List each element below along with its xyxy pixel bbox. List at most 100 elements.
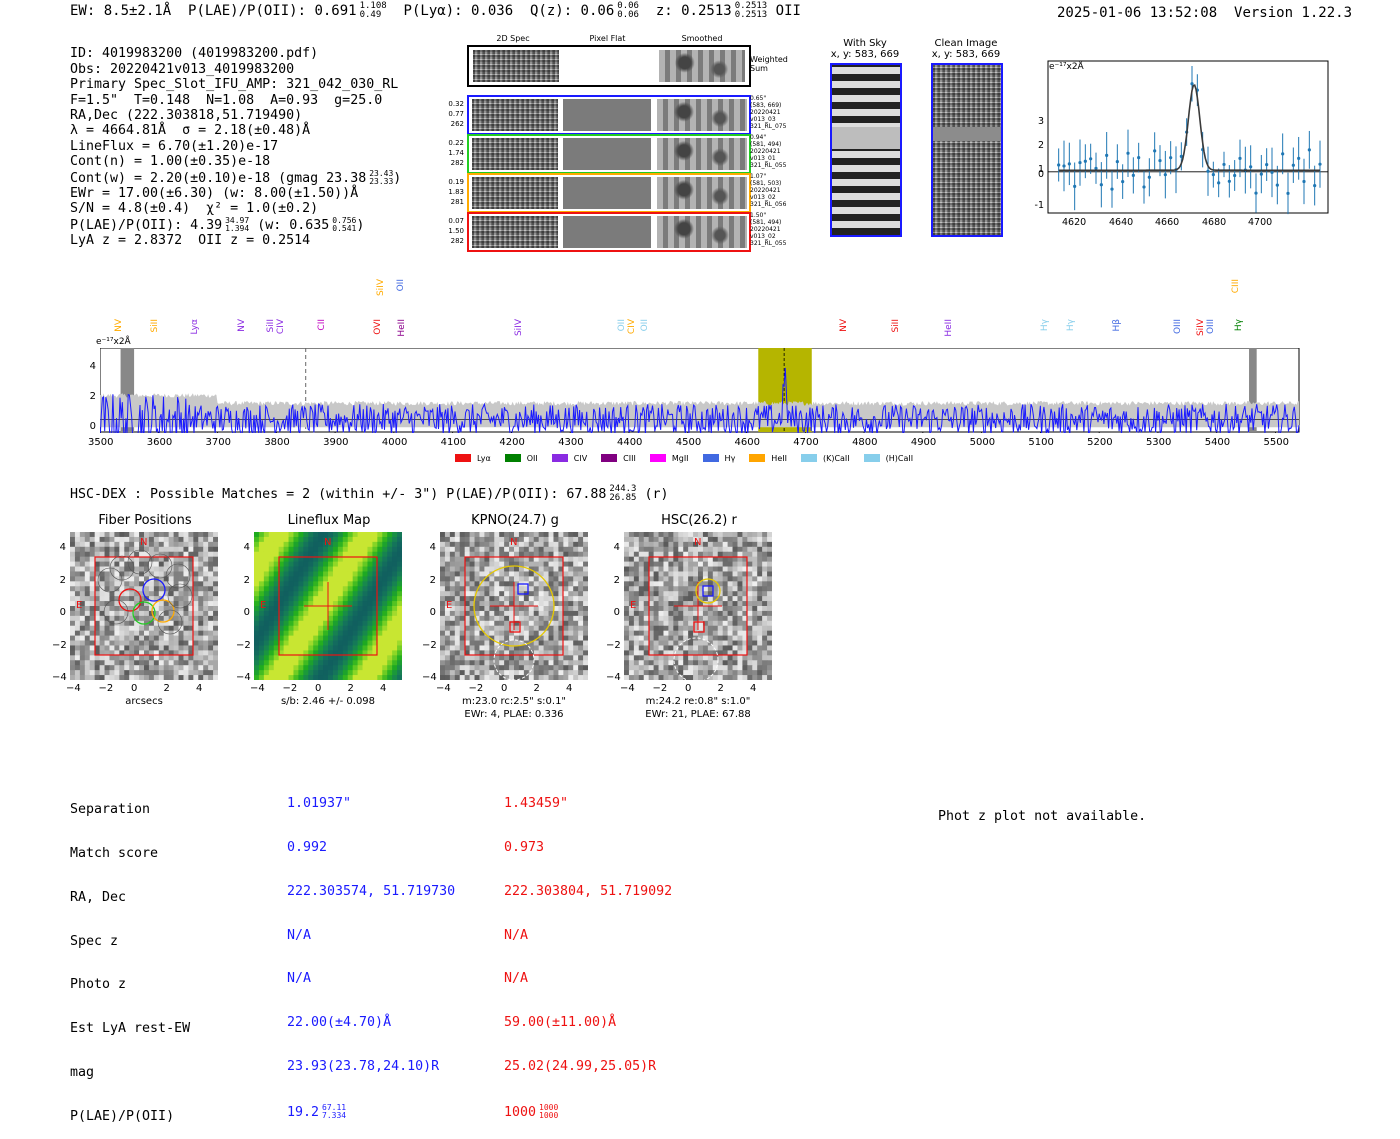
panel-pixel [638, 546, 645, 553]
panel-pixel [563, 576, 569, 582]
line-marker-label: NV [114, 319, 124, 332]
panel-pixel [79, 551, 86, 558]
panel-pixel [474, 536, 480, 543]
panel-pixel [543, 591, 550, 597]
panel-pixel [653, 625, 660, 632]
panel-pixel [109, 591, 115, 597]
panel-pixel [737, 625, 743, 632]
panel-pixel [727, 532, 734, 538]
panel-pixel [583, 665, 588, 671]
panel-pixel [303, 665, 309, 671]
panel-pixel [633, 665, 640, 671]
row-smooth [657, 216, 747, 248]
panel-pixel [673, 571, 679, 577]
panel-pixel [732, 620, 738, 627]
panel-pixel [213, 586, 218, 592]
panel-pixel [377, 606, 383, 612]
panel-pixel [479, 606, 485, 612]
panel-pixel [484, 591, 490, 597]
panel-pixel [479, 571, 485, 577]
row-c: 282 [450, 159, 464, 167]
panel-pixel [89, 546, 96, 553]
panel-pixel [633, 606, 640, 612]
panel-pixel [449, 625, 456, 632]
panel-pixel [454, 645, 461, 651]
spec-xtick: 3900 [323, 437, 349, 448]
panel-pixel [397, 571, 402, 577]
panel-pixel [583, 645, 588, 651]
panel-pixel [387, 670, 393, 676]
panel-pixel [444, 551, 451, 558]
panel-pixel [387, 576, 393, 582]
panel-pixel [114, 601, 120, 607]
panel-pixel [658, 556, 664, 563]
panel-pixel [459, 551, 466, 558]
panel-pixel [203, 576, 209, 582]
panel-pixel [94, 635, 101, 642]
panel-pixel [737, 670, 743, 676]
row-smooth [657, 99, 747, 131]
panel-pixel [573, 635, 579, 642]
panel-pixel [109, 630, 115, 637]
panel-pixel [288, 591, 294, 597]
panel-pixel [528, 586, 535, 592]
panel-pixel [148, 670, 155, 676]
panel-pixel [440, 620, 446, 627]
panel-pixel [119, 566, 125, 572]
panel-pixel [70, 650, 76, 656]
panel-pixel [509, 541, 515, 548]
panel-pixel [474, 625, 480, 632]
panel-pixel [258, 581, 265, 587]
panel-pixel [558, 532, 564, 538]
zoom-point [1270, 170, 1274, 174]
panel-pixel [518, 561, 525, 568]
panel-pixel [298, 640, 304, 646]
panel-pixel [504, 576, 510, 582]
panel-pixel [94, 665, 101, 671]
panel-pixel [678, 576, 684, 582]
panel-pixel [168, 665, 175, 671]
panel-pixel [528, 596, 535, 602]
panel-pixel [99, 541, 106, 548]
legend-swatch [749, 454, 766, 462]
panel-pixel [372, 610, 378, 617]
panel-pixel [747, 571, 753, 577]
panel-pixel [528, 650, 535, 656]
panel-pixel [528, 551, 535, 558]
panel-pixel [173, 571, 180, 577]
panel-pixel [293, 615, 299, 622]
panel-pixel [499, 655, 505, 661]
panel-pixel [663, 596, 669, 602]
panel-pixel [722, 541, 729, 548]
panel-pixel [469, 556, 476, 563]
panel-pixel [528, 532, 535, 538]
panel-pixel [273, 536, 280, 543]
panel-pixel [742, 606, 748, 612]
panel-pixel [678, 536, 684, 543]
panel-pixel [509, 645, 515, 651]
panel-pixel [624, 665, 630, 671]
panel-pixel [648, 650, 655, 656]
panel-pixel [752, 625, 758, 632]
panel-pixel [752, 645, 758, 651]
panel-pixel [342, 610, 349, 617]
panel-pixel [298, 665, 304, 671]
panel-pixel [514, 650, 520, 656]
panel-pixel [717, 571, 724, 577]
panel-pixel [183, 655, 189, 661]
panel-pixel [198, 596, 204, 602]
panel-pixel [504, 615, 510, 622]
panel-pixel [173, 665, 180, 671]
panel-pixel [543, 556, 550, 563]
row-a: 0.19 [448, 178, 464, 186]
panel-pixel [318, 556, 324, 563]
panel-pixel [678, 650, 684, 656]
panel-pixel [134, 675, 140, 680]
panel-pixel [578, 581, 584, 587]
panel-pixel [84, 586, 91, 592]
panel-pixel [648, 640, 655, 646]
panel-pixel [469, 581, 476, 587]
panel-pixel [377, 630, 383, 637]
panel-pixel [624, 655, 630, 661]
panel-pixel [183, 675, 189, 680]
